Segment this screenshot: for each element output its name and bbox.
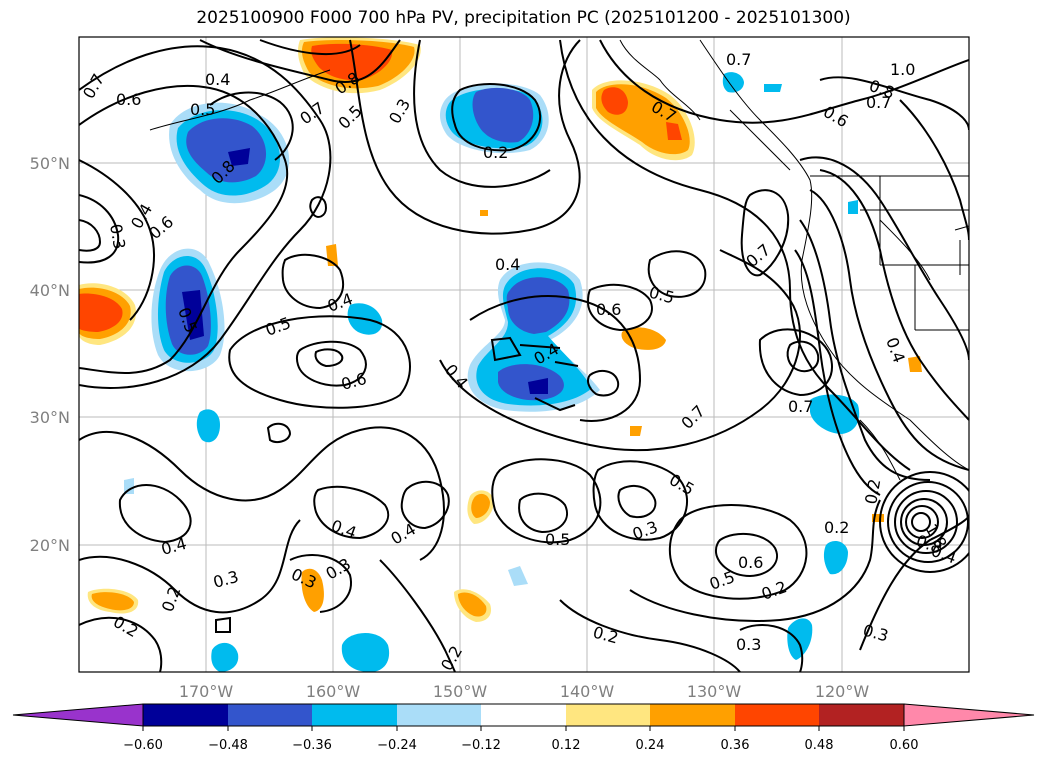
lat-label: 40°N bbox=[30, 281, 70, 300]
contour-label: 0.6 bbox=[596, 300, 621, 319]
colorbar-tick-label: −0.36 bbox=[292, 738, 332, 753]
colorbar-tick-label: −0.24 bbox=[377, 738, 417, 753]
longitude-labels: 170°W 160°W 150°W 140°W 130°W 120°W bbox=[179, 682, 870, 701]
colorbar-tick-label: −0.12 bbox=[461, 738, 501, 753]
colorbar-tick-label: −0.48 bbox=[208, 738, 248, 753]
contour-label: 0.2 bbox=[483, 143, 508, 162]
colorbar-bin bbox=[397, 704, 481, 726]
colorbar-bin bbox=[650, 704, 735, 726]
colorbar-bin bbox=[228, 704, 312, 726]
lat-label: 30°N bbox=[30, 408, 70, 427]
colorbar-tick-label: 0.60 bbox=[890, 738, 919, 753]
lon-label: 150°W bbox=[433, 682, 488, 701]
lon-label: 170°W bbox=[179, 682, 234, 701]
colorbar-tick-label: 0.36 bbox=[721, 738, 750, 753]
lat-label: 20°N bbox=[30, 536, 70, 555]
lat-label: 50°N bbox=[30, 154, 70, 173]
contour-label: 0.3 bbox=[736, 635, 761, 654]
colorbar-tick-label: 0.48 bbox=[805, 738, 834, 753]
plot-title: 2025100900 F000 700 hPa PV, precipitatio… bbox=[196, 8, 851, 28]
colorbar-tick-label: −0.60 bbox=[123, 738, 163, 753]
contour-label: 0.6 bbox=[116, 90, 141, 109]
coastlines bbox=[149, 39, 969, 481]
contour-label: 0.7 bbox=[788, 397, 813, 416]
contour-label: 0.5 bbox=[545, 530, 570, 549]
contour-label: 1.0 bbox=[890, 60, 915, 79]
colorbar-bin bbox=[143, 704, 228, 726]
colorbar-tick-label: 0.12 bbox=[552, 738, 581, 753]
colorbar-bin bbox=[481, 704, 566, 726]
contour-label: 0.5 bbox=[190, 100, 215, 119]
contour-label: 0.7 bbox=[866, 93, 891, 112]
lon-label: 140°W bbox=[560, 682, 615, 701]
colorbar-bin bbox=[819, 704, 904, 726]
contour-label: 0.4 bbox=[495, 255, 520, 274]
colorbar-extend-max bbox=[903, 703, 1035, 727]
map-frame bbox=[78, 36, 970, 673]
contour-label: 0.7 bbox=[726, 50, 751, 69]
latitude-labels: 50°N 40°N 30°N 20°N bbox=[30, 154, 70, 555]
colorbar-extend-min bbox=[12, 703, 144, 727]
colorbar: −0.60 −0.48 −0.36 −0.24 −0.12 0.12 0.24 … bbox=[12, 703, 1035, 753]
colorbar-bin bbox=[735, 704, 819, 726]
colorbar-tick-label: 0.24 bbox=[636, 738, 665, 753]
contour-label: 0.4 bbox=[205, 70, 230, 89]
contour-label: 0.6 bbox=[738, 553, 763, 572]
lon-label: 120°W bbox=[815, 682, 870, 701]
contour-label: 0.3 bbox=[106, 222, 129, 250]
gridlines bbox=[79, 37, 969, 672]
lon-label: 130°W bbox=[687, 682, 742, 701]
precip-shading bbox=[79, 37, 922, 672]
colorbar-bin bbox=[312, 704, 397, 726]
contour-label: 0.2 bbox=[861, 477, 884, 505]
colorbar-bin bbox=[566, 704, 650, 726]
pv-contours bbox=[79, 39, 969, 672]
contour-label: 0.2 bbox=[824, 518, 849, 537]
lon-label: 160°W bbox=[306, 682, 361, 701]
